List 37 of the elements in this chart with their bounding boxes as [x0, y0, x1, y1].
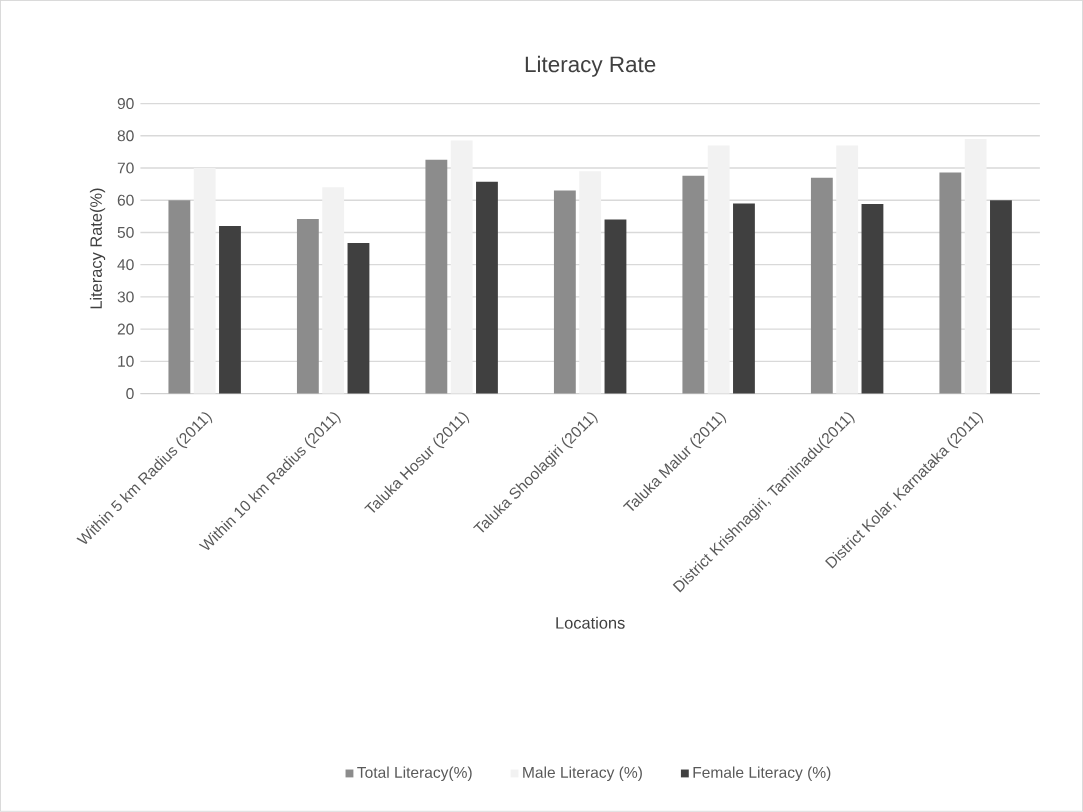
bar [450, 140, 473, 394]
y-tick-label: 30 [117, 291, 134, 303]
legend-label: Total Literacy(%) [357, 766, 472, 782]
bar [861, 204, 884, 394]
legend-label: Female Literacy (%) [693, 766, 831, 782]
bar [733, 203, 755, 394]
bar [193, 168, 216, 394]
y-tick-label: 60 [117, 194, 134, 206]
bar [682, 175, 705, 394]
bar [425, 159, 448, 394]
bar [990, 200, 1012, 394]
y-tick-label: 10 [118, 355, 134, 368]
y-tick-label: 40 [117, 259, 134, 271]
y-tick-label: 80 [117, 130, 134, 142]
y-tick-label: 50 [117, 227, 134, 239]
bar [476, 182, 498, 394]
bar [604, 219, 627, 394]
y-tick-label: 90 [117, 98, 134, 110]
bar [939, 172, 962, 394]
bar [707, 145, 730, 394]
legend-label: Male Literacy (%) [523, 766, 642, 782]
bar [219, 226, 241, 394]
x-axis-title: Locations [556, 616, 625, 629]
bar [964, 139, 987, 394]
bar [296, 219, 319, 394]
y-tick-label: 0 [126, 388, 134, 400]
bar [347, 243, 370, 394]
bar [553, 190, 576, 394]
bar [322, 187, 345, 394]
y-axis-title: Literacy Rate(%) [89, 188, 106, 309]
chart-title: Literacy Rate [525, 55, 656, 77]
bar [836, 145, 859, 394]
bar [168, 200, 191, 394]
bar [579, 171, 602, 394]
y-tick-label: 70 [117, 162, 134, 174]
bar [810, 177, 833, 394]
y-tick-label: 20 [117, 323, 134, 335]
